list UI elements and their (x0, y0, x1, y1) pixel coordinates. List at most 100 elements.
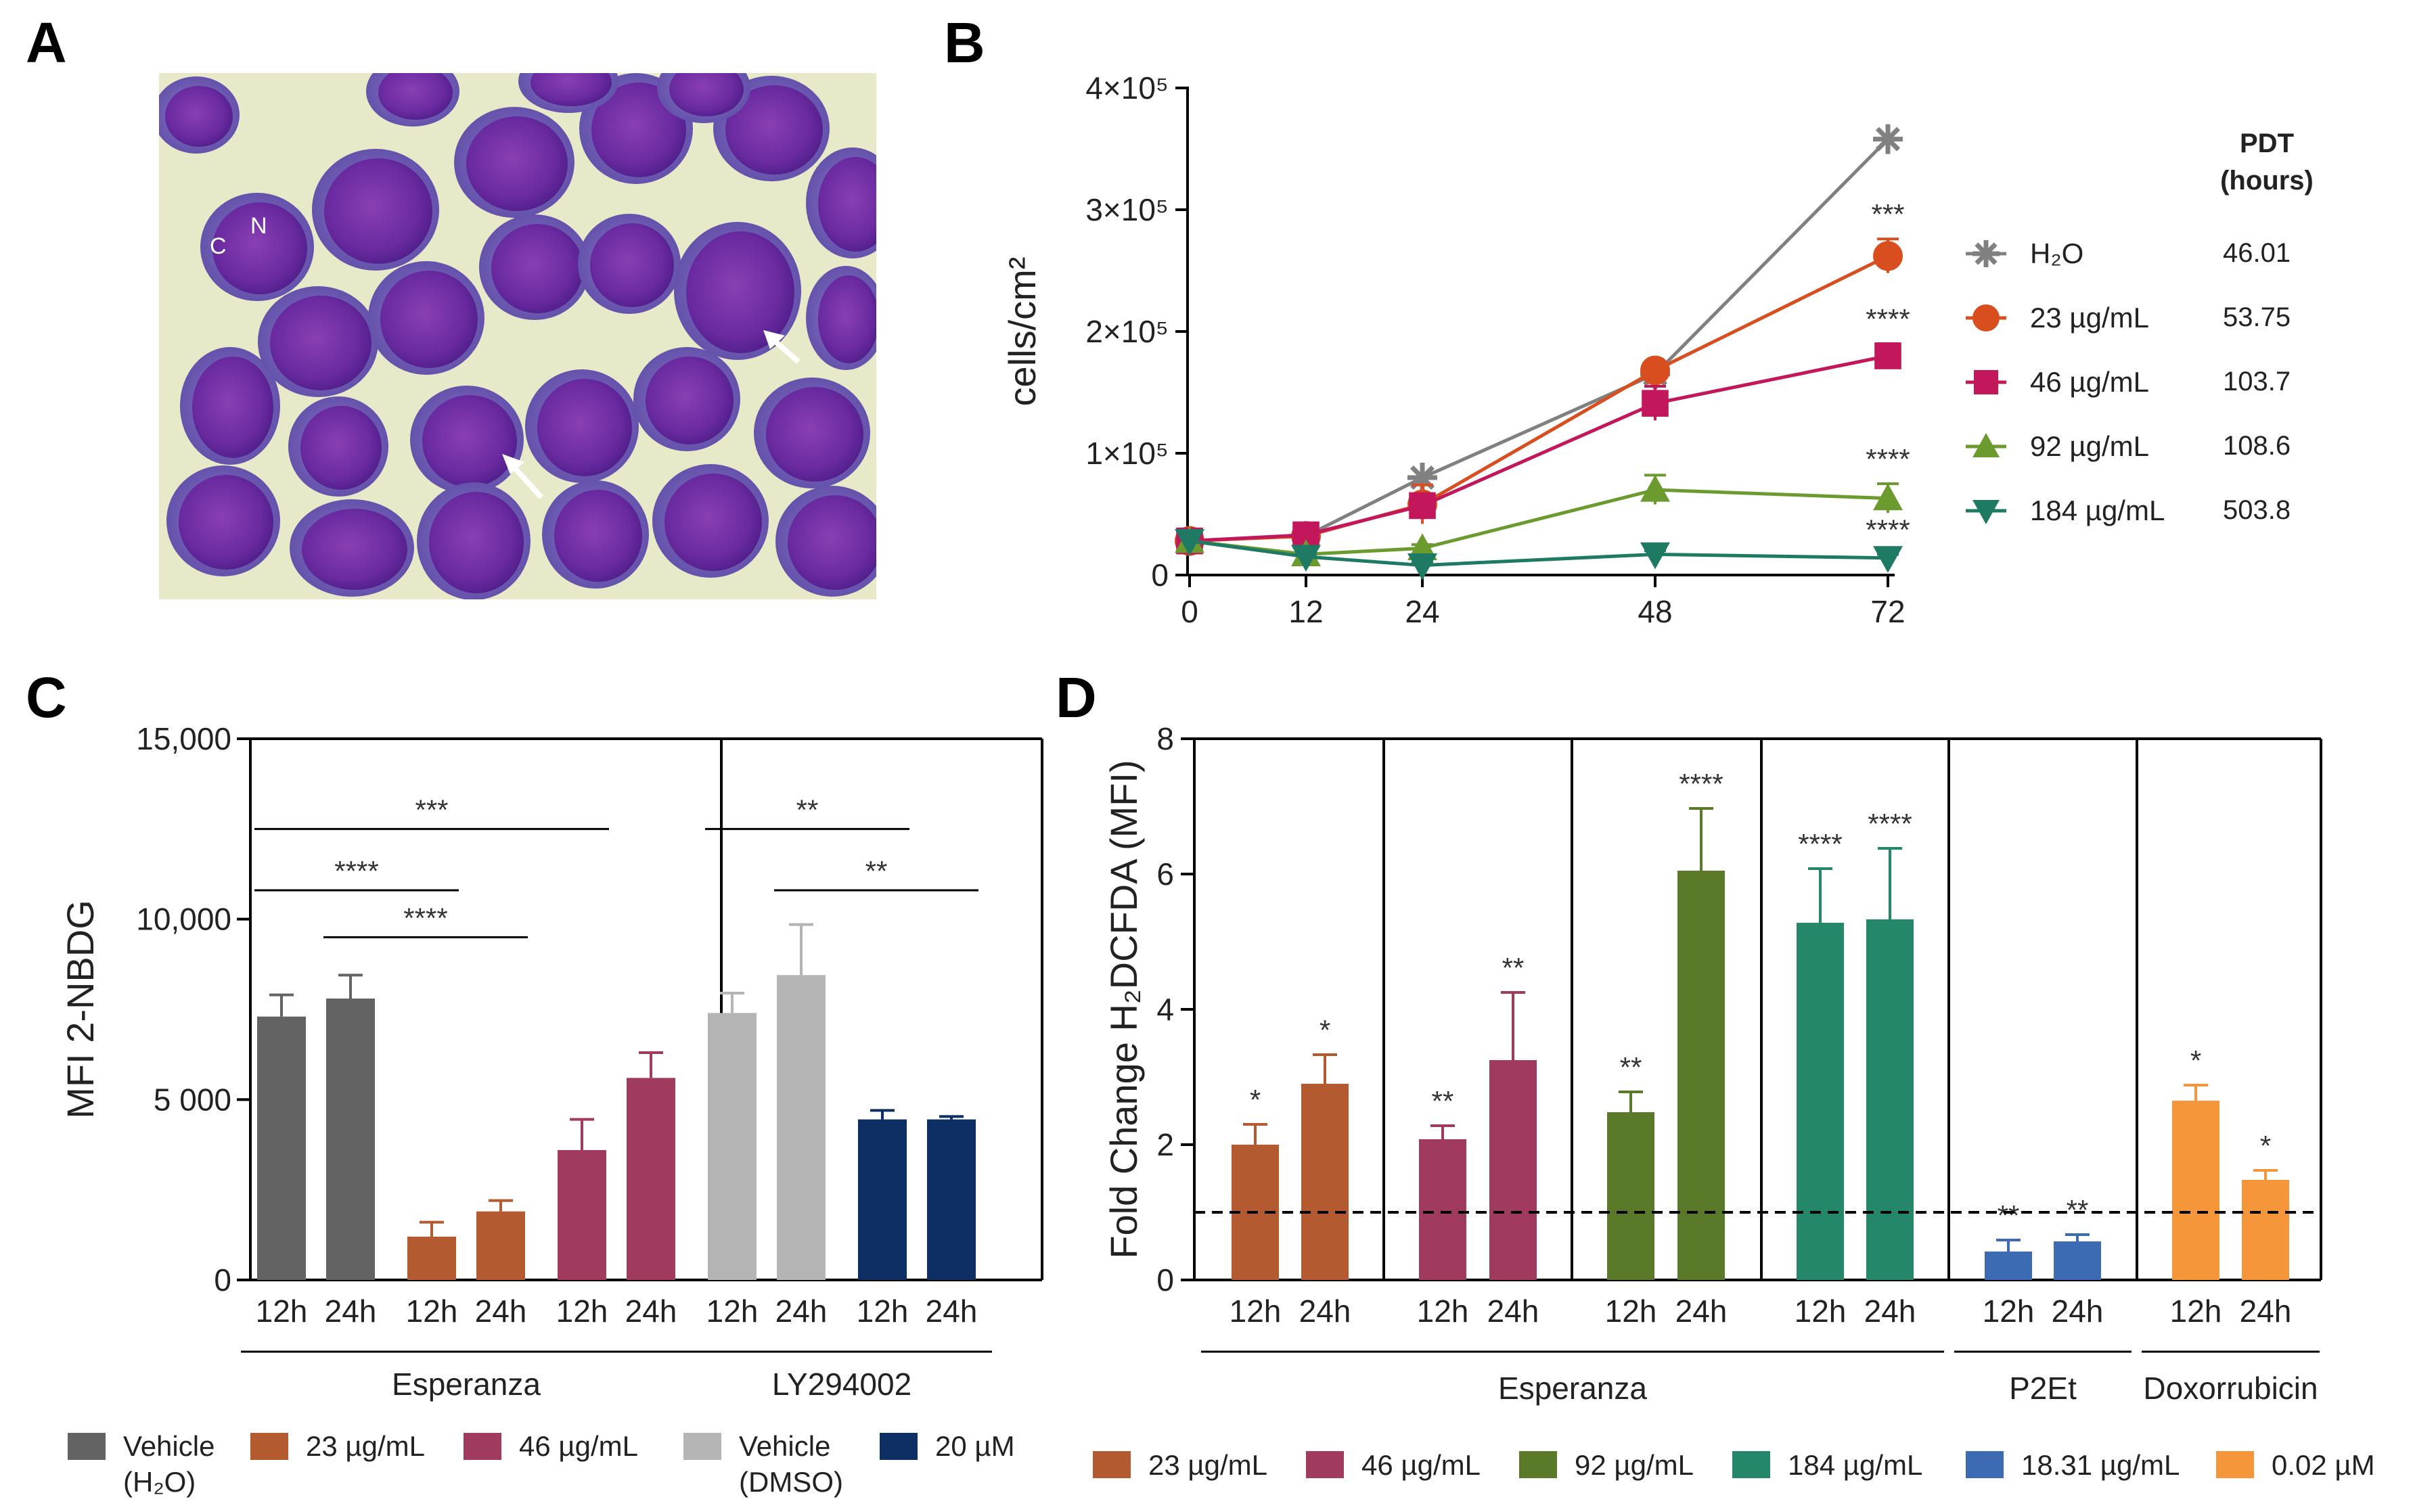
b-x-tick-label: 24 (1405, 594, 1439, 629)
d-y-tick-label: 0 (1156, 1262, 1174, 1298)
b-y-tick-label: 0 (1151, 557, 1169, 593)
d-legend-label: 23 µg/mL (1148, 1449, 1267, 1481)
c-y-tick-label: 10,000 (136, 902, 231, 937)
d-legend-label: 92 µg/mL (1575, 1449, 1694, 1481)
d-bar (2054, 1241, 2101, 1280)
b-y-axis-title: cells/cm² (1001, 257, 1043, 407)
b-pdt-header-unit: (hours) (2220, 166, 2314, 196)
d-significance: * (1320, 1014, 1330, 1046)
b-legend-label: 92 µg/mL (2030, 430, 2149, 462)
c-bar (927, 1119, 976, 1280)
cell-nucleus (686, 231, 794, 353)
cell-nucleus (664, 474, 762, 571)
d-legend-swatch (1519, 1451, 1557, 1478)
c-x-tick-label: 12h (857, 1293, 909, 1329)
c-significance: **** (403, 902, 447, 934)
d-significance: ** (1432, 1085, 1454, 1117)
b-data-point (1407, 553, 1437, 580)
cell-nucleus (590, 223, 674, 307)
c-x-tick-label: 12h (256, 1293, 308, 1329)
c-legend-label: 20 µM (935, 1430, 1015, 1462)
arrow-1 (763, 330, 800, 364)
c-bar (777, 975, 826, 1280)
arrow-2 (502, 454, 543, 499)
d-significance: **** (1679, 768, 1723, 800)
d-y-axis-title: Fold Change H₂DCFDA (MFI) (1102, 760, 1145, 1258)
c-significance: **** (334, 855, 378, 887)
cell-nucleus (646, 357, 734, 444)
b-y-tick-label: 2×10⁵ (1085, 314, 1169, 349)
b-legend-marker (1972, 304, 2000, 331)
c-legend-swatch (880, 1433, 918, 1460)
asterisk-stroke (1875, 127, 1901, 152)
b-legend-marker (1972, 240, 2000, 267)
cell-nucleus (725, 85, 823, 175)
c-group-label: Esperanza (392, 1367, 541, 1402)
d-significance: ** (1620, 1051, 1642, 1083)
d-significance: * (1250, 1084, 1261, 1116)
d-x-tick-label: 24h (1299, 1293, 1351, 1329)
cell-nucleus (378, 73, 453, 120)
b-legend-marker (1972, 433, 2000, 457)
b-pdt-value: 103.7 (2223, 367, 2291, 396)
d-legend-swatch (1732, 1451, 1770, 1478)
b-x-tick-label: 48 (1638, 594, 1672, 629)
b-data-point (1409, 492, 1436, 520)
d-bar (1607, 1112, 1654, 1280)
b-data-point (1873, 483, 1903, 511)
b-pdt-value: 53.75 (2223, 302, 2291, 332)
d-x-tick-label: 24h (2240, 1293, 2292, 1329)
panel-letter-a: A (26, 11, 67, 74)
b-legend-label: 184 µg/mL (2030, 495, 2165, 526)
d-x-tick-label: 12h (1417, 1293, 1469, 1329)
d-significance: ** (1998, 1199, 2020, 1231)
d-bar (1419, 1139, 1466, 1280)
b-x-tick-label: 72 (1870, 594, 1905, 629)
d-y-tick-label: 6 (1156, 856, 1174, 892)
d-significance: ** (1502, 952, 1525, 984)
d-legend-swatch (1093, 1451, 1131, 1478)
d-legend-label: 18.31 µg/mL (2021, 1449, 2180, 1481)
d-x-tick-label: 24h (1864, 1293, 1916, 1329)
b-significance: *** (1871, 198, 1904, 230)
b-data-point (1175, 529, 1204, 556)
b-x-tick-label: 12 (1288, 594, 1323, 629)
b-data-point (1642, 390, 1669, 417)
cell-nucleus (302, 509, 407, 590)
b-significance: **** (1866, 443, 1910, 475)
c-legend-swatch (464, 1433, 501, 1460)
d-bar (1677, 871, 1725, 1280)
c-bar (476, 1211, 525, 1280)
c-bar (558, 1150, 606, 1280)
cell-nucleus (192, 357, 273, 458)
c-x-tick-label: 24h (325, 1293, 377, 1329)
cell-nucleus (165, 86, 233, 147)
cell-nucleus (466, 116, 568, 211)
c-bar (858, 1119, 907, 1280)
b-data-point (1640, 355, 1670, 386)
b-series-line (1189, 137, 1889, 543)
b-data-point (1873, 546, 1903, 573)
b-data-point (1873, 241, 1903, 271)
d-group-label: Doxorrubicin (2143, 1371, 2318, 1406)
d-x-tick-label: 12h (2170, 1293, 2222, 1329)
b-pdt-header: PDT (2240, 129, 2294, 158)
c-legend-label: 23 µg/mL (306, 1430, 425, 1462)
b-pdt-value: 108.6 (2223, 431, 2291, 461)
cell-nucleus (766, 387, 863, 482)
b-pdt-value: 503.8 (2223, 495, 2291, 525)
cell-nucleus (818, 275, 876, 363)
d-y-tick-label: 2 (1156, 1127, 1174, 1162)
d-y-tick-label: 8 (1156, 721, 1174, 756)
cell-nucleus (537, 379, 632, 476)
panel-c-bar-chart: 0 5 000 10,000 15,000 MFI 2-NBDG 12h 24h 12h 24h… (59, 721, 1043, 1498)
panel-letter-d: D (1056, 666, 1097, 729)
b-legend-label: 46 µg/mL (2030, 366, 2149, 398)
b-data-point (1640, 475, 1670, 502)
c-bar (257, 1016, 306, 1280)
d-bar (2172, 1101, 2219, 1280)
cell-nucleus (429, 492, 524, 593)
c-y-tick-label: 15,000 (136, 721, 231, 756)
d-bar (1489, 1060, 1537, 1280)
